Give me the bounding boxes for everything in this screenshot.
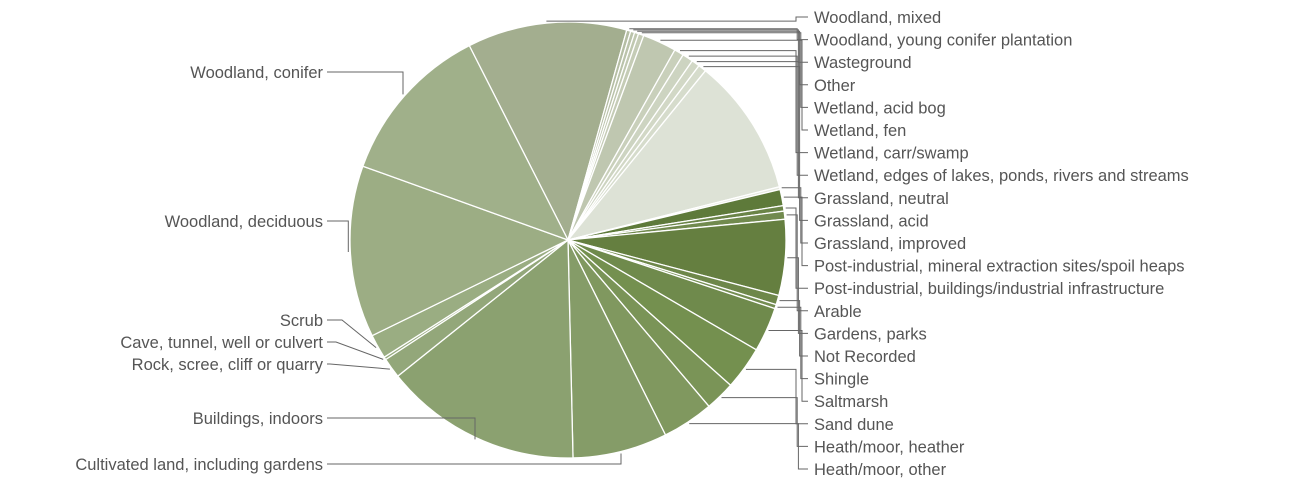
label-gardens-parks: Gardens, parks xyxy=(814,325,927,343)
pie-slice-woodland-mixed xyxy=(468,21,628,242)
label-post-industrial-mineral-extraction-sites-spoil-heaps: Post-industrial, mineral extraction site… xyxy=(814,258,1185,276)
leader-line-woodland-deciduous xyxy=(327,220,349,252)
leader-line-grassland-neutral xyxy=(696,61,808,199)
pie-slice-grassland-improved xyxy=(566,69,781,242)
label-scrub: Scrub xyxy=(280,312,323,330)
label-rock-scree-cliff-or-quarry: Rock, scree, cliff or quarry xyxy=(132,356,324,374)
leader-line-heath-moor-other xyxy=(689,423,808,470)
leader-line-heath-moor-heather xyxy=(721,397,808,447)
label-grassland-neutral: Grassland, neutral xyxy=(814,190,949,208)
label-sand-dune: Sand dune xyxy=(814,416,894,434)
leader-line-post-industrial-buildings-industrial-infrastructure xyxy=(785,207,808,289)
label-wetland-carr-swamp: Wetland, carr/swamp xyxy=(814,145,969,163)
leader-line-saltmarsh xyxy=(768,330,808,402)
label-wetland-acid-bog: Wetland, acid bog xyxy=(814,99,946,117)
slice-labels: Woodland, mixed Woodland, young conifer p… xyxy=(75,9,1188,479)
leader-line-woodland-conifer xyxy=(327,71,404,95)
label-wetland-fen: Wetland, fen xyxy=(814,122,906,140)
leader-line-rock-scree-cliff-or-quarry xyxy=(327,363,390,370)
label-heath-moor-heather: Heath/moor, heather xyxy=(814,438,965,456)
leader-line-woodland-young-conifer-plantation xyxy=(629,28,808,41)
label-shingle: Shingle xyxy=(814,371,869,389)
leader-line-gardens-parks xyxy=(787,257,808,334)
label-post-industrial-buildings-industrial-infrastructure: Post-industrial, buildings/industrial in… xyxy=(814,280,1164,298)
leader-line-wetland-edges-of-lakes-ponds-rivers-and-streams xyxy=(688,55,808,176)
label-woodland-deciduous: Woodland, deciduous xyxy=(165,213,323,231)
pie-slice-woodland-conifer xyxy=(362,44,570,242)
label-saltmarsh: Saltmarsh xyxy=(814,393,888,411)
label-woodland-conifer: Woodland, conifer xyxy=(190,64,323,82)
leader-line-other xyxy=(637,30,808,86)
leader-line-woodland-mixed xyxy=(546,16,808,22)
leader-line-post-industrial-mineral-extraction-sites-spoil-heaps xyxy=(783,196,808,267)
pie-slices xyxy=(349,21,787,459)
label-grassland-acid: Grassland, acid xyxy=(814,212,929,230)
leader-line-grassland-improved xyxy=(781,187,808,244)
label-other: Other xyxy=(814,77,856,95)
leader-lines xyxy=(327,16,808,470)
leader-line-sand-dune xyxy=(745,368,808,425)
label-grassland-improved: Grassland, improved xyxy=(814,235,966,253)
label-cave-tunnel-well-or-culvert: Cave, tunnel, well or culvert xyxy=(120,334,323,352)
label-woodland-mixed: Woodland, mixed xyxy=(814,9,941,27)
leader-line-buildings-indoors xyxy=(327,417,476,440)
label-woodland-young-conifer-plantation: Woodland, young conifer plantation xyxy=(814,32,1072,50)
leader-line-wetland-carr-swamp xyxy=(680,50,808,154)
leader-line-wetland-acid-bog xyxy=(641,32,808,108)
leader-line-cultivated-land-including-gardens xyxy=(327,453,622,465)
leader-line-wetland-fen xyxy=(660,39,808,131)
label-heath-moor-other: Heath/moor, other xyxy=(814,461,947,479)
label-arable: Arable xyxy=(814,303,862,321)
leader-line-not-recorded xyxy=(779,300,808,357)
label-cultivated-land-including-gardens: Cultivated land, including gardens xyxy=(75,456,323,474)
leader-line-scrub xyxy=(327,319,377,348)
label-not-recorded: Not Recorded xyxy=(814,348,916,366)
leader-line-arable xyxy=(786,214,808,312)
pie-slice-woodland-deciduous xyxy=(349,165,570,337)
label-wetland-edges-of-lakes-ponds-rivers-and-streams: Wetland, edges of lakes, ponds, rivers a… xyxy=(814,167,1189,185)
leader-line-wasteground xyxy=(633,29,808,63)
label-wasteground: Wasteground xyxy=(814,54,912,72)
leader-line-shingle xyxy=(777,306,808,380)
leader-line-grassland-acid xyxy=(703,66,808,221)
pie-slice-buildings-indoors xyxy=(396,238,574,459)
label-buildings-indoors: Buildings, indoors xyxy=(193,410,323,428)
leader-line-cave-tunnel-well-or-culvert xyxy=(327,341,384,360)
